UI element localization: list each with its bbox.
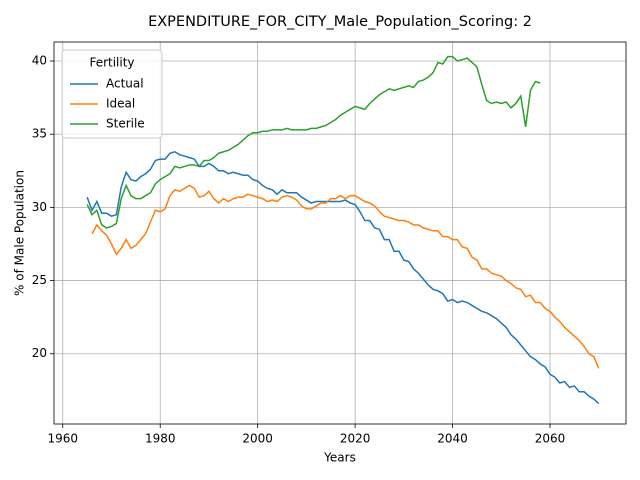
legend-box: [61, 49, 163, 139]
x-tick-label: 1980: [145, 432, 176, 446]
x-tick-label: 1960: [47, 432, 78, 446]
y-tick-label: 40: [32, 54, 47, 68]
legend-title: Fertility: [89, 56, 134, 70]
y-tick-label: 25: [32, 273, 47, 287]
y-axis-label: % of Male Population: [13, 170, 27, 296]
x-tick-label: 2040: [437, 432, 468, 446]
plot-frame: [53, 41, 627, 425]
chart-title: EXPENDITURE_FOR_CITY_Male_Population_Sco…: [148, 14, 532, 30]
y-tick-label: 35: [32, 127, 47, 141]
y-tick-label: 20: [32, 346, 47, 360]
series-line: [91, 184, 600, 369]
x-tick-label: 2000: [242, 432, 273, 446]
y-tick-label: 30: [32, 200, 47, 214]
x-axis-label: Years: [323, 451, 356, 465]
legend: Fertility Actual Ideal Sterile: [61, 49, 163, 139]
series-line: [86, 55, 541, 229]
series-line: [86, 150, 600, 405]
legend-label: Sterile: [106, 117, 145, 131]
x-tick-label: 2020: [340, 432, 371, 446]
legend-label: Actual: [106, 77, 144, 91]
x-tick-label: 2060: [535, 432, 566, 446]
legend-label: Ideal: [106, 97, 135, 111]
